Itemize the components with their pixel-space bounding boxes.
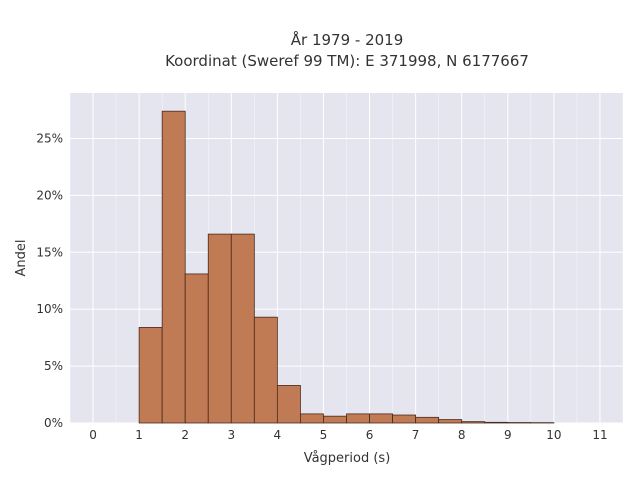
x-tick-label: 0 [89, 428, 97, 442]
y-axis-label: Andel [14, 240, 29, 277]
histogram-bar [253, 316, 278, 424]
x-tick-label: 3 [227, 428, 235, 442]
histogram-bar [438, 419, 463, 424]
x-tick-label: 10 [546, 428, 561, 442]
y-tick-label: 25% [36, 132, 63, 146]
y-tick-label: 10% [36, 302, 63, 316]
x-tick-label: 9 [504, 428, 512, 442]
histogram-bar [138, 327, 163, 424]
histogram-bar [207, 233, 232, 424]
y-tick-label: 20% [36, 188, 63, 202]
histogram-bar [461, 421, 486, 424]
bars [138, 110, 555, 424]
histogram-bar [323, 415, 347, 424]
x-tick-label: 5 [320, 428, 328, 442]
x-tick-label: 2 [181, 428, 189, 442]
x-tick-label: 11 [592, 428, 607, 442]
y-tick-labels: 0% 5% 10% 15% 20% 25% [36, 132, 63, 430]
x-tick-label: 7 [412, 428, 420, 442]
y-tick-label: 5% [44, 359, 63, 373]
histogram-bar [161, 110, 186, 424]
x-tick-label: 6 [366, 428, 374, 442]
histogram-bar [300, 413, 324, 424]
y-tick-label: 15% [36, 245, 63, 259]
histogram-bar [484, 421, 509, 424]
chart-title: År 1979 - 2019 [291, 30, 404, 49]
histogram-bar [369, 413, 393, 424]
histogram-bar [184, 273, 209, 424]
histogram-bar [276, 385, 301, 424]
chart-subtitle: Koordinat (Sweref 99 TM): E 371998, N 61… [165, 52, 529, 70]
x-tick-label: 8 [458, 428, 466, 442]
histogram-bar [346, 413, 370, 424]
y-tick-label: 0% [44, 416, 63, 430]
x-axis-label: Vågperiod (s) [304, 451, 391, 466]
histogram-bar [415, 416, 440, 424]
histogram-bar [230, 233, 255, 424]
x-tick-label: 4 [274, 428, 282, 442]
histogram-bar [392, 414, 417, 424]
x-tick-label: 1 [135, 428, 143, 442]
x-tick-labels: 0 1 2 3 4 5 6 7 8 9 10 11 [89, 428, 607, 442]
